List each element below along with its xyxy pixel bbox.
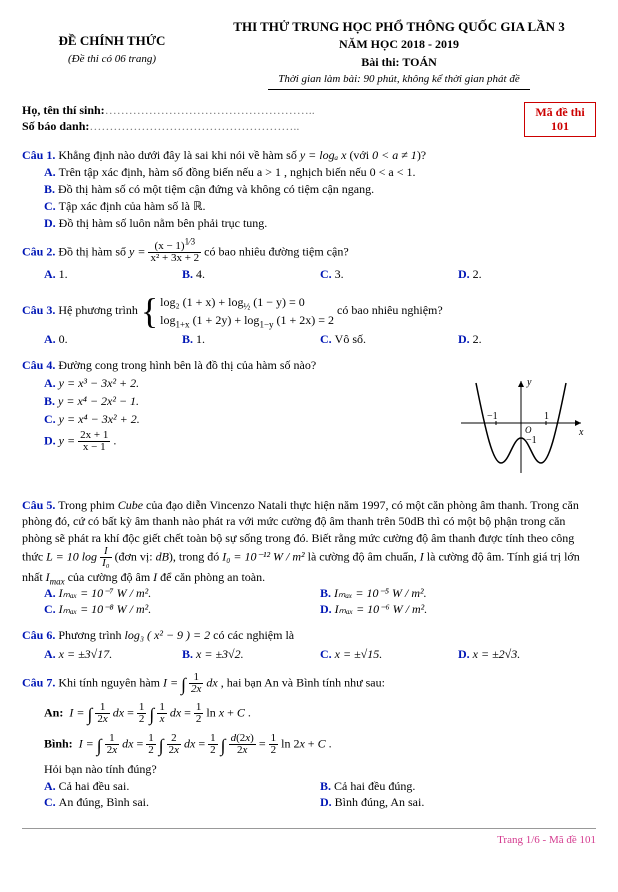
question-4: Câu 4. Đường cong trong hình bên là đồ t… <box>22 357 596 487</box>
svg-text:x: x <box>578 427 584 438</box>
q2-D: 2. <box>473 267 482 281</box>
q6-C: x = ±√15. <box>335 647 383 661</box>
q3-D: 2. <box>473 332 482 346</box>
question-5: Câu 5. Trong phim Cube của đạo diễn Vinc… <box>22 497 596 617</box>
q1-C: Tập xác định của hàm số là ℝ. <box>59 199 206 213</box>
q1-label: Câu 1. <box>22 148 55 162</box>
svg-text:O: O <box>525 425 532 435</box>
question-2: Câu 2. Đồ thị hàm số y = (x − 1)1⁄3 x² +… <box>22 241 596 282</box>
q1-B: Đồ thị hàm số có một tiệm cận đứng và kh… <box>58 182 374 196</box>
svg-text:−1: −1 <box>487 411 498 422</box>
q4-C: y = x⁴ − 3x² + 2. <box>59 412 140 426</box>
question-1: Câu 1. Khẳng định nào dưới đây là sai kh… <box>22 147 596 232</box>
q6-label: Câu 6. <box>22 628 55 642</box>
name-dots: …………………………………………….. <box>105 103 315 117</box>
q2-label: Câu 2. <box>22 245 55 259</box>
q3-C: Vô số. <box>335 332 366 346</box>
question-3: Câu 3. Hệ phương trình { log₂ (1 + x) + … <box>22 293 596 347</box>
q3-A: 0. <box>59 332 68 346</box>
q6-A: x = ±3√17. <box>59 647 113 661</box>
code-value: 101 <box>525 119 595 133</box>
exam-title: THI THỬ TRUNG HỌC PHỔ THÔNG QUỐC GIA LẦN… <box>202 18 596 36</box>
header-right: THI THỬ TRUNG HỌC PHỔ THÔNG QUỐC GIA LẦN… <box>202 18 596 90</box>
q6-D: x = ±2√3. <box>473 647 521 661</box>
exam-time: Thời gian làm bài: 90 phút, không kể thờ… <box>268 72 530 90</box>
q7-D: Bình đúng, An sai. <box>335 795 425 809</box>
q4-graph: x y O −1 1 −1 <box>446 373 596 487</box>
q5-C: Iₘₐₓ = 10⁻⁸ W / m². <box>59 602 152 616</box>
q2-A: 1. <box>59 267 68 281</box>
q7-B: Cả hai đều đúng. <box>334 779 415 793</box>
official-label: ĐỀ CHÍNH THỨC <box>22 32 202 50</box>
q7-label: Câu 7. <box>22 675 55 689</box>
an-label: An: <box>44 706 63 720</box>
q7-A: Cả hai đều sai. <box>59 779 130 793</box>
q7-C: An đúng, Bình sai. <box>59 795 149 809</box>
name-label: Họ, tên thí sinh: <box>22 103 105 117</box>
q2-C: 3. <box>335 267 344 281</box>
q5-D: Iₘₐₓ = 10⁻⁶ W / m². <box>335 602 428 616</box>
q2-B: 4. <box>196 267 205 281</box>
pages-note: (Đề thi có 06 trang) <box>22 52 202 67</box>
code-label: Mã đề thi <box>525 105 595 119</box>
student-info: Họ, tên thí sinh:…………………………………………….. Số … <box>22 102 596 137</box>
q7-ask: Hỏi bạn nào tính đúng? <box>22 761 596 777</box>
q5-label: Câu 5. <box>22 498 55 512</box>
q4-label: Câu 4. <box>22 358 55 372</box>
question-6: Câu 6. Phương trình log₃ ( x² − 9 ) = 2 … <box>22 627 596 661</box>
q4-A: y = x³ − 3x² + 2. <box>59 376 139 390</box>
svg-text:−1: −1 <box>526 435 537 446</box>
q3-B: 1. <box>196 332 205 346</box>
exam-subject: Bài thi: TOÁN <box>361 55 437 69</box>
q1-D: Đồ thị hàm số luôn nằm bên phải trục tun… <box>59 216 268 230</box>
exam-code-box: Mã đề thi 101 <box>524 102 596 137</box>
svg-text:1: 1 <box>544 411 549 422</box>
id-dots: …………………………………………….. <box>89 119 299 133</box>
q6-B: x = ±3√2. <box>196 647 244 661</box>
q3-label: Câu 3. <box>22 302 55 316</box>
header-left: ĐỀ CHÍNH THỨC (Đề thi có 06 trang) <box>22 18 202 90</box>
id-label: Số báo danh: <box>22 119 89 133</box>
question-7: Câu 7. Khi tính nguyên hàm I = ∫ 12x dx … <box>22 672 596 810</box>
q1-A: Trên tập xác định, hàm số đồng biến nếu … <box>59 165 416 179</box>
q5-A: Iₘₐₓ = 10⁻⁷ W / m². <box>59 586 152 600</box>
header: ĐỀ CHÍNH THỨC (Đề thi có 06 trang) THI T… <box>22 18 596 90</box>
q4-B: y = x⁴ − 2x² − 1. <box>58 394 139 408</box>
binh-label: Bình: <box>44 736 73 750</box>
exam-year: NĂM HỌC 2018 - 2019 <box>202 36 596 52</box>
page-footer: Trang 1/6 - Mã đề 101 <box>22 828 596 848</box>
svg-text:y: y <box>526 377 532 388</box>
q5-B: Iₘₐₓ = 10⁻⁵ W / m². <box>334 586 427 600</box>
